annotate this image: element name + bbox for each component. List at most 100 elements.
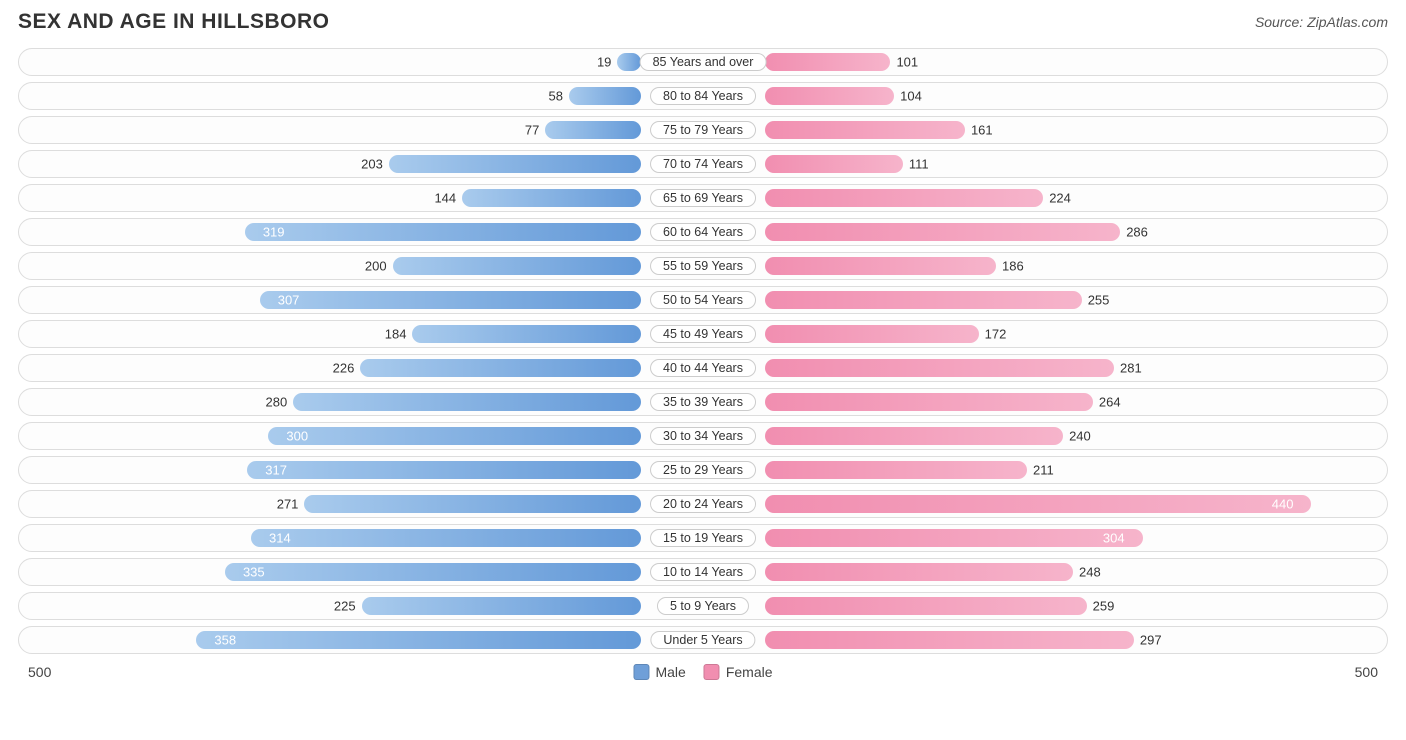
- pyramid-row: 225 259 5 to 9 Years: [18, 592, 1388, 620]
- chart-source: Source: ZipAtlas.com: [1255, 14, 1388, 30]
- legend-label-male: Male: [655, 664, 685, 680]
- bar-male: 335: [225, 563, 641, 581]
- value-male: 300: [276, 429, 318, 444]
- bar-female: 304: [765, 529, 1143, 547]
- age-label: 80 to 84 Years: [650, 87, 756, 105]
- value-female: 101: [896, 55, 918, 70]
- pyramid-row: 18417245 to 49 Years: [18, 320, 1388, 348]
- legend-item-female: Female: [704, 664, 773, 680]
- value-male: 335: [233, 565, 275, 580]
- bar-female: [765, 87, 894, 105]
- legend-swatch-female: [704, 664, 720, 680]
- bar-female: [765, 359, 1114, 377]
- value-male: 19: [597, 55, 611, 70]
- chart-title: SEX AND AGE IN HILLSBORO: [18, 10, 329, 34]
- bar-male: [545, 121, 641, 139]
- value-female: 281: [1120, 361, 1142, 376]
- age-label: 55 to 59 Years: [650, 257, 756, 275]
- chart-footer: 500 Male Female 500: [18, 660, 1388, 682]
- bar-male: [389, 155, 641, 173]
- age-label: 40 to 44 Years: [650, 359, 756, 377]
- bar-male: 300: [268, 427, 641, 445]
- value-male: 317: [255, 463, 297, 478]
- bar-female: 440: [765, 495, 1311, 513]
- value-female: 255: [1088, 293, 1110, 308]
- axis-label-right: 500: [1355, 664, 1378, 680]
- value-male: 184: [385, 327, 407, 342]
- value-male: 225: [334, 599, 356, 614]
- value-male: 280: [266, 395, 288, 410]
- legend-label-female: Female: [726, 664, 773, 680]
- pyramid-row: 19 101 85 Years and over: [18, 48, 1388, 76]
- bar-male: [412, 325, 641, 343]
- age-label: 35 to 39 Years: [650, 393, 756, 411]
- pyramid-row: 58 104 80 to 84 Years: [18, 82, 1388, 110]
- value-female: 211: [1033, 463, 1054, 478]
- age-label: 10 to 14 Years: [650, 563, 756, 581]
- bar-male: [569, 87, 641, 105]
- pyramid-row: 144 224 65 to 69 Years: [18, 184, 1388, 212]
- value-male: 144: [434, 191, 456, 206]
- bar-female: [765, 393, 1093, 411]
- bar-female: [765, 53, 890, 71]
- legend-swatch-male: [633, 664, 649, 680]
- value-male: 77: [525, 123, 539, 138]
- value-male: 58: [549, 89, 563, 104]
- legend-item-male: Male: [633, 664, 685, 680]
- value-female: 440: [1262, 497, 1304, 512]
- value-male: 314: [259, 531, 301, 546]
- bar-female: [765, 155, 903, 173]
- age-label: 15 to 19 Years: [650, 529, 756, 547]
- bar-female: [765, 189, 1043, 207]
- bar-male: 358: [196, 631, 641, 649]
- pyramid-row: 319 286 60 to 64 Years: [18, 218, 1388, 246]
- bar-male: [304, 495, 641, 513]
- value-female: 297: [1140, 633, 1162, 648]
- bar-female: [765, 563, 1073, 581]
- age-label: 65 to 69 Years: [650, 189, 756, 207]
- age-label: 5 to 9 Years: [657, 597, 749, 615]
- value-female: 104: [900, 89, 922, 104]
- value-female: 161: [971, 123, 993, 138]
- bar-female: [765, 461, 1027, 479]
- value-female: 224: [1049, 191, 1071, 206]
- value-female: 248: [1079, 565, 1101, 580]
- age-label: 20 to 24 Years: [650, 495, 756, 513]
- pyramid-row: 20311170 to 74 Years: [18, 150, 1388, 178]
- pyramid-row: 77 161 75 to 79 Years: [18, 116, 1388, 144]
- pyramid-row: 335 248 10 to 14 Years: [18, 558, 1388, 586]
- bar-male: 319: [245, 223, 641, 241]
- value-male: 271: [277, 497, 299, 512]
- axis-label-left: 500: [28, 664, 51, 680]
- source-prefix: Source:: [1255, 14, 1303, 30]
- bar-female: [765, 291, 1082, 309]
- bar-male: [617, 53, 641, 71]
- pyramid-row: 314 304 15 to 19 Years: [18, 524, 1388, 552]
- chart-legend: Male Female: [633, 664, 772, 680]
- pyramid-row: 20018655 to 59 Years: [18, 252, 1388, 280]
- age-label: 60 to 64 Years: [650, 223, 756, 241]
- bar-female: [765, 597, 1087, 615]
- bar-female: [765, 223, 1120, 241]
- bar-male: [362, 597, 641, 615]
- value-female: 286: [1126, 225, 1148, 240]
- pyramid-row: 30024030 to 34 Years: [18, 422, 1388, 450]
- bar-female: [765, 427, 1063, 445]
- age-label: 75 to 79 Years: [650, 121, 756, 139]
- age-label: 70 to 74 Years: [650, 155, 756, 173]
- value-male: 319: [253, 225, 295, 240]
- value-male: 358: [204, 633, 246, 648]
- bar-female: [765, 121, 965, 139]
- value-female: 304: [1093, 531, 1135, 546]
- value-female: 172: [985, 327, 1007, 342]
- source-name: ZipAtlas.com: [1307, 14, 1388, 30]
- value-male: 203: [361, 157, 383, 172]
- bar-female: [765, 325, 979, 343]
- age-label: Under 5 Years: [650, 631, 755, 649]
- age-label: 30 to 34 Years: [650, 427, 756, 445]
- age-label: 25 to 29 Years: [650, 461, 756, 479]
- value-female: 259: [1093, 599, 1115, 614]
- value-female: 186: [1002, 259, 1024, 274]
- bar-male: [360, 359, 641, 377]
- age-label: 85 Years and over: [640, 53, 767, 71]
